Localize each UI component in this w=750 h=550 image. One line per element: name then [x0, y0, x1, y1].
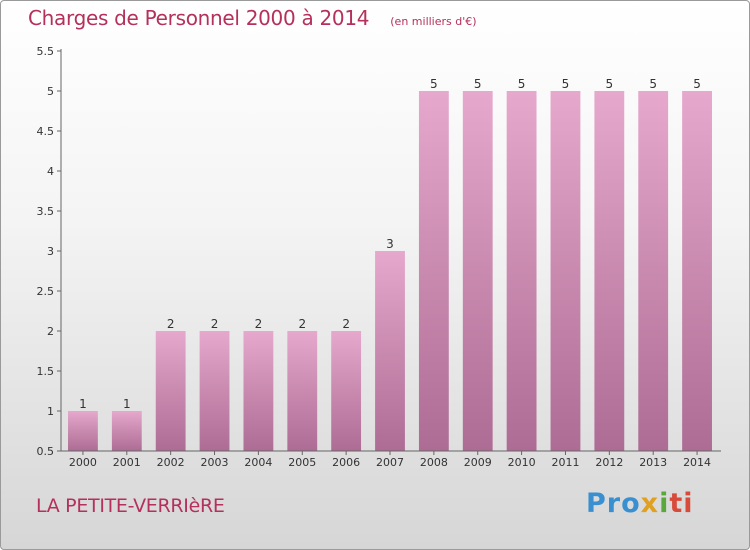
data-label: 3: [386, 237, 394, 251]
logo-part-1: Pro: [586, 488, 641, 519]
logo-part-4: ti: [669, 488, 694, 519]
chart-subtitle: (en milliers d'€): [390, 15, 477, 28]
bar-2000: [68, 411, 98, 451]
bar-2006: [331, 331, 362, 451]
bar-2002: [155, 331, 186, 451]
x-tick-label: 2000: [69, 456, 97, 469]
bar-2011: [550, 91, 581, 451]
data-label: 5: [430, 77, 438, 91]
x-tick-label: 2013: [639, 456, 667, 469]
data-label: 5: [474, 77, 482, 91]
bar-2012: [594, 91, 625, 451]
x-tick-label: 2009: [464, 456, 492, 469]
bar-2003: [199, 331, 230, 451]
data-label: 5: [606, 77, 614, 91]
x-tick-label: 2008: [420, 456, 448, 469]
data-label: 2: [342, 317, 350, 331]
y-tick-label: 3: [47, 245, 54, 258]
bar-2004: [243, 331, 274, 451]
x-tick-label: 2007: [376, 456, 404, 469]
y-tick-label: 2.5: [37, 285, 55, 298]
x-tick-label: 2005: [288, 456, 316, 469]
proxiti-logo[interactable]: Proxiti: [586, 488, 694, 519]
bar-2014: [682, 91, 712, 451]
x-tick-label: 2010: [508, 456, 536, 469]
y-tick-label: 5: [47, 85, 54, 98]
y-tick-label: 5.5: [37, 45, 55, 58]
data-label: 2: [211, 317, 219, 331]
data-label: 5: [649, 77, 657, 91]
y-tick-label: 0.5: [37, 445, 55, 458]
x-tick-label: 2012: [595, 456, 623, 469]
title-row: Charges de Personnel 2000 à 2014 (en mil…: [28, 6, 477, 30]
data-label: 5: [518, 77, 526, 91]
data-label: 2: [255, 317, 263, 331]
y-tick-label: 1.5: [37, 365, 55, 378]
y-tick-label: 3.5: [37, 205, 55, 218]
y-tick-label: 4: [47, 165, 54, 178]
data-label: 5: [693, 77, 701, 91]
bar-2013: [638, 91, 669, 451]
y-tick-label: 2: [47, 325, 54, 338]
y-tick-label: 1: [47, 405, 54, 418]
x-tick-label: 2004: [244, 456, 272, 469]
bar-2005: [287, 331, 318, 451]
logo-part-2: x: [640, 488, 660, 519]
x-tick-label: 2003: [201, 456, 229, 469]
x-tick-label: 2002: [157, 456, 185, 469]
logo-part-3: i: [659, 488, 670, 519]
y-tick-label: 4.5: [37, 125, 55, 138]
x-tick-label: 2001: [113, 456, 141, 469]
data-label: 2: [298, 317, 306, 331]
data-label: 1: [79, 397, 87, 411]
bar-2001: [111, 411, 142, 451]
x-tick-label: 2011: [551, 456, 579, 469]
bar-2008: [418, 91, 449, 451]
bar-2009: [462, 91, 493, 451]
bar-2007: [375, 251, 405, 451]
data-label: 5: [562, 77, 570, 91]
x-tick-label: 2014: [683, 456, 711, 469]
data-label: 2: [167, 317, 175, 331]
bar-2010: [506, 91, 537, 451]
x-tick-label: 2006: [332, 456, 360, 469]
chart-title: Charges de Personnel 2000 à 2014: [28, 6, 370, 30]
town-name: LA PETITE-VERRIèRE: [36, 495, 225, 517]
data-label: 1: [123, 397, 131, 411]
